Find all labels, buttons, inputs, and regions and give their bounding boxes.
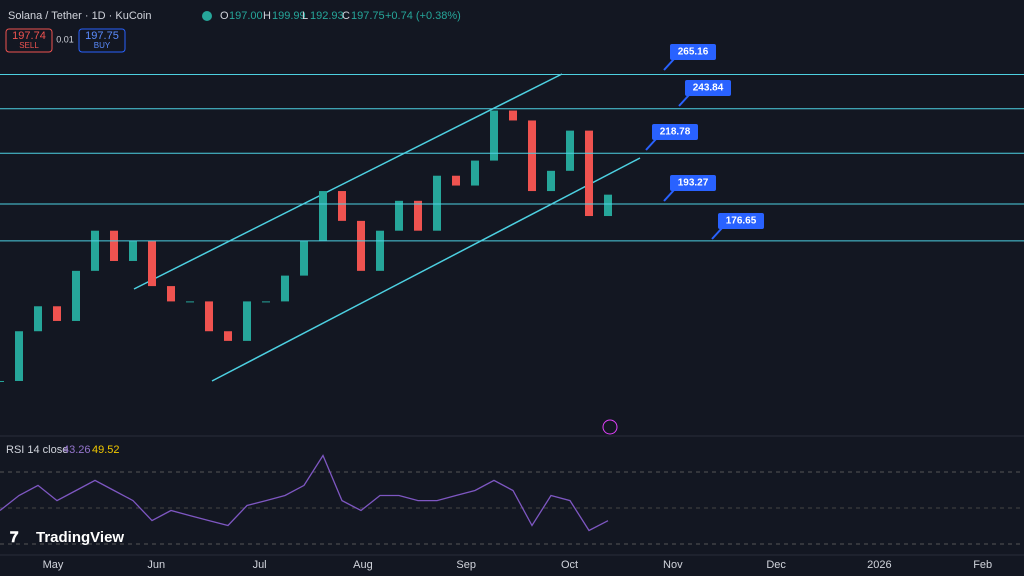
sell-button[interactable] [5,28,53,53]
candle [224,331,232,341]
logo: TradingView [36,529,124,546]
buy-button[interactable] [78,28,126,53]
candle [509,110,517,121]
candle [186,301,194,303]
candle [338,191,346,221]
level-label: 176.65 [726,216,757,227]
ohlc-label: O [220,10,229,22]
status-dot [202,11,212,21]
candle [414,200,422,231]
candle [262,301,270,303]
candle [490,110,498,161]
x-tick-label: Aug [353,559,373,571]
x-tick-label: Feb [973,559,992,571]
x-tick-label: Jun [147,559,165,571]
logo-icon: 𝟕 [10,529,19,546]
ohlc-value: 197.75 [351,10,385,22]
level-label: 265.16 [678,47,709,58]
candle [376,230,384,271]
candle [167,286,175,302]
level-label: 243.84 [693,83,724,94]
x-tick-label: Dec [766,559,786,571]
candle [110,230,118,261]
candle [433,175,441,231]
ohlc-value: 197.00 [229,10,263,22]
candle [0,380,4,382]
candle [148,241,156,287]
event-icon[interactable] [602,419,618,435]
buy-label: BUY [94,41,111,50]
callout [663,58,675,71]
channel-line [211,157,641,382]
candle [72,270,80,321]
candle [34,306,42,332]
change: +0.74 (+0.38%) [385,10,461,22]
symbol: Solana / Tether · 1D · KuCoin [8,10,151,22]
buy-price: 197.75 [85,30,119,42]
rsi-line [0,454,609,532]
candle [243,301,251,341]
callout [645,138,657,151]
candle [129,241,137,261]
candle [395,200,403,231]
callout [711,227,723,240]
candle [300,241,308,276]
level-label-box [685,80,731,96]
ohlc-value: 192.93 [310,10,344,22]
level-label: 193.27 [678,178,709,189]
level-label-box [718,213,764,229]
candle [53,306,61,321]
rsi-label: RSI 14 close [6,444,68,456]
level-label-box [670,44,716,60]
candle [452,175,460,186]
ohlc-value: 199.99 [272,10,306,22]
ohlc-label: H [263,10,271,22]
sell-price: 197.74 [12,30,46,42]
x-tick-label: May [43,559,64,571]
level-label-box [670,175,716,191]
candle [357,220,365,271]
ohlc-label: C [342,10,350,22]
sell-label: SELL [19,41,39,50]
candle [319,191,327,242]
candle [547,170,555,192]
rsi-value: 43.26 [63,444,91,456]
callout [663,189,675,202]
candle [205,301,213,332]
x-tick-label: 2026 [867,559,891,571]
candle [15,331,23,381]
candle [281,275,289,302]
level-label-box [652,124,698,140]
x-tick-label: Nov [663,559,683,571]
candle [604,194,612,217]
candle [566,130,574,171]
candle [585,130,593,217]
x-tick-label: Sep [456,559,476,571]
x-tick-label: Oct [561,559,578,571]
level-label: 218.78 [660,127,691,138]
callout [678,94,690,107]
candle [471,160,479,186]
channel-line [133,73,563,290]
x-tick-label: Jul [253,559,267,571]
spread: 0.01 [56,34,74,44]
ohlc-label: L [302,10,308,22]
rsi-ma: 49.52 [92,444,120,456]
candle [528,120,536,192]
candle [91,230,99,271]
